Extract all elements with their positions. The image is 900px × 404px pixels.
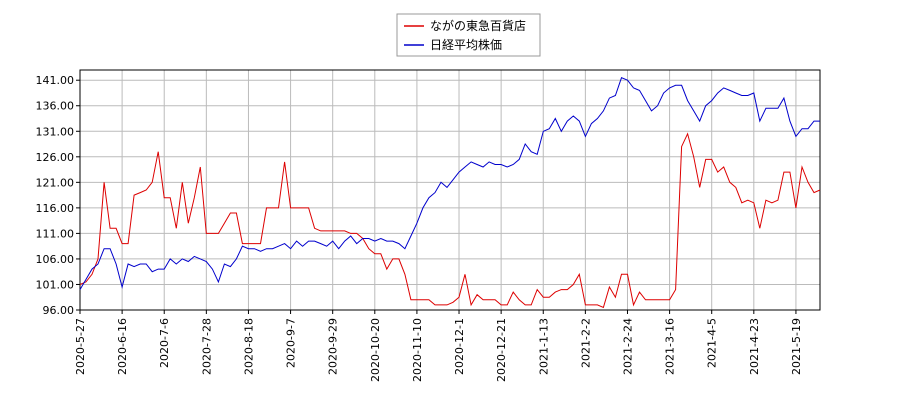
y-tick-label: 126.00	[36, 151, 75, 164]
x-tick-label: 2021-2-2	[579, 318, 592, 368]
x-tick-label: 2021-3-16	[664, 318, 677, 375]
x-tick-label: 2020-5-27	[74, 318, 87, 375]
legend-label: ながの東急百貨店	[430, 18, 526, 33]
x-tick-label: 2021-5-19	[790, 318, 803, 375]
x-tick-label: 2020-10-20	[369, 318, 382, 382]
x-tick-label: 2020-6-16	[116, 318, 129, 375]
x-tick-label: 2020-9-7	[285, 318, 298, 368]
y-tick-label: 116.00	[36, 202, 75, 215]
x-tick-label: 2021-1-13	[537, 318, 550, 375]
x-tick-label: 2020-11-10	[411, 318, 424, 382]
y-tick-label: 141.00	[36, 74, 75, 87]
x-tick-label: 2020-9-29	[327, 318, 340, 375]
y-tick-label: 136.00	[36, 100, 75, 113]
y-tick-label: 131.00	[36, 125, 75, 138]
series-line	[79, 132, 821, 309]
x-tick-label: 2021-4-5	[706, 318, 719, 368]
y-tick-label: 121.00	[36, 176, 75, 189]
series-line	[79, 77, 820, 290]
y-tick-label: 106.00	[36, 253, 75, 266]
x-tick-label: 2020-12-1	[453, 318, 466, 375]
x-tick-label: 2021-2-24	[621, 318, 634, 375]
y-tick-label: 101.00	[36, 278, 75, 291]
x-tick-label: 2020-7-6	[158, 318, 171, 368]
legend-box	[396, 13, 541, 57]
x-tick-label: 2020-12-21	[495, 318, 508, 382]
y-tick-label: 96.00	[43, 304, 75, 317]
x-tick-label: 2020-7-28	[200, 318, 213, 375]
legend-label: 日経平均株価	[430, 37, 502, 52]
y-tick-label: 111.00	[36, 227, 75, 240]
x-tick-label: 2020-8-18	[242, 318, 255, 375]
x-tick-label: 2021-4-23	[748, 318, 761, 375]
